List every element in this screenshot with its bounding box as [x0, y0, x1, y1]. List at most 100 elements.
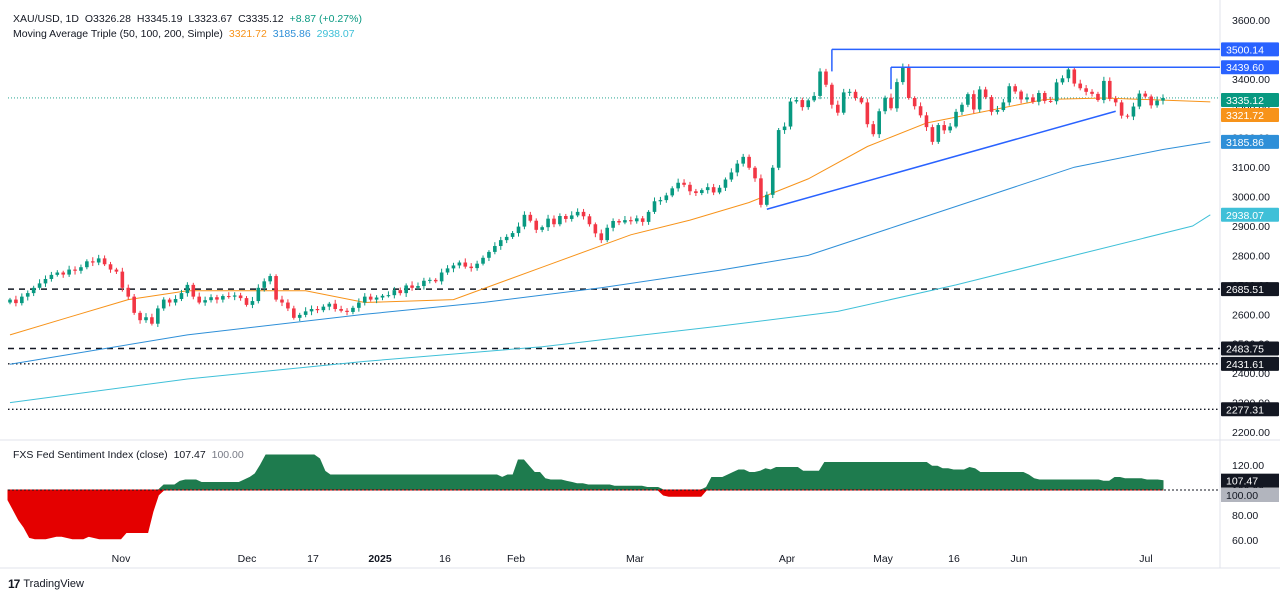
candle[interactable] [700, 190, 704, 194]
candle[interactable] [498, 240, 503, 247]
candle[interactable] [770, 167, 775, 195]
candle[interactable] [203, 300, 207, 303]
candle[interactable] [232, 295, 237, 297]
candle[interactable] [871, 124, 876, 135]
candle[interactable] [309, 309, 314, 312]
candle[interactable] [321, 306, 326, 311]
footer[interactable]: 17 TradingView [8, 577, 84, 591]
candle[interactable] [664, 195, 669, 201]
candle[interactable] [711, 187, 716, 193]
candle[interactable] [859, 97, 864, 103]
candle[interactable] [516, 226, 521, 234]
candle[interactable] [303, 311, 308, 315]
candle[interactable] [380, 295, 385, 298]
candle[interactable] [1019, 91, 1023, 100]
candle[interactable] [971, 94, 976, 110]
candle[interactable] [1066, 69, 1071, 79]
candle[interactable] [156, 308, 160, 324]
candle[interactable] [475, 263, 479, 269]
candle[interactable] [14, 299, 18, 304]
candle[interactable] [1072, 69, 1077, 84]
candle[interactable] [256, 287, 261, 302]
candle[interactable] [25, 293, 30, 297]
candle[interactable] [889, 97, 893, 109]
candle[interactable] [43, 278, 48, 284]
candle[interactable] [824, 71, 828, 85]
candle[interactable] [759, 178, 763, 205]
candle[interactable] [841, 92, 846, 113]
candle[interactable] [351, 307, 355, 312]
candle[interactable] [747, 156, 751, 168]
candle[interactable] [901, 66, 905, 83]
candle[interactable] [599, 233, 604, 241]
candle[interactable] [362, 296, 367, 303]
candle[interactable] [930, 127, 935, 142]
candle[interactable] [776, 130, 781, 168]
candle[interactable] [504, 236, 509, 241]
candle[interactable] [723, 179, 728, 188]
candle[interactable] [510, 233, 515, 237]
candle[interactable] [357, 302, 361, 308]
candle[interactable] [191, 284, 196, 297]
candle[interactable] [765, 194, 769, 205]
candle[interactable] [49, 274, 54, 279]
candle[interactable] [895, 82, 899, 109]
candle[interactable] [292, 308, 296, 318]
candle[interactable] [629, 220, 633, 222]
candle[interactable] [540, 227, 544, 230]
candle[interactable] [818, 71, 822, 96]
candle[interactable] [1125, 115, 1130, 117]
candle[interactable] [1143, 93, 1148, 97]
candle[interactable] [688, 184, 692, 192]
candle[interactable] [1131, 106, 1136, 117]
candle[interactable] [954, 111, 958, 127]
candle[interactable] [410, 285, 414, 288]
candle[interactable] [73, 269, 77, 271]
candle[interactable] [652, 201, 657, 212]
candle[interactable] [806, 100, 811, 108]
candle[interactable] [268, 276, 272, 282]
candle[interactable] [221, 296, 225, 300]
candle[interactable] [989, 97, 994, 112]
candle[interactable] [1001, 102, 1006, 111]
candle[interactable] [835, 104, 840, 113]
candle[interactable] [794, 100, 799, 102]
candle[interactable] [605, 227, 609, 241]
candle[interactable] [705, 187, 710, 191]
candle[interactable] [1096, 93, 1100, 101]
candle[interactable] [694, 191, 698, 194]
candle[interactable] [61, 272, 66, 275]
candle[interactable] [1013, 86, 1017, 92]
candle[interactable] [161, 299, 166, 309]
candle[interactable] [1060, 78, 1065, 83]
candle[interactable] [1048, 100, 1053, 102]
candle[interactable] [623, 220, 627, 223]
candle[interactable] [386, 295, 391, 297]
candle[interactable] [374, 297, 379, 300]
candle[interactable] [144, 317, 148, 321]
candle[interactable] [611, 221, 615, 228]
candle[interactable] [8, 299, 12, 303]
candle[interactable] [67, 269, 71, 275]
candle[interactable] [132, 296, 136, 313]
candle[interactable] [1161, 97, 1165, 101]
candle[interactable] [877, 111, 881, 135]
candle[interactable] [575, 211, 580, 216]
candle[interactable] [782, 126, 787, 131]
candle[interactable] [534, 220, 539, 230]
candle[interactable] [1113, 98, 1118, 103]
candle[interactable] [250, 301, 255, 305]
candle[interactable] [1042, 92, 1047, 101]
candle[interactable] [552, 218, 556, 225]
candle[interactable] [469, 266, 473, 269]
candle[interactable] [1084, 88, 1088, 92]
candle[interactable] [912, 97, 917, 107]
candle[interactable] [564, 216, 568, 219]
candle[interactable] [368, 296, 373, 300]
candle[interactable] [487, 251, 491, 258]
candle[interactable] [1155, 100, 1159, 106]
candle[interactable] [634, 218, 639, 222]
candle[interactable] [906, 66, 911, 98]
candle[interactable] [960, 104, 964, 112]
